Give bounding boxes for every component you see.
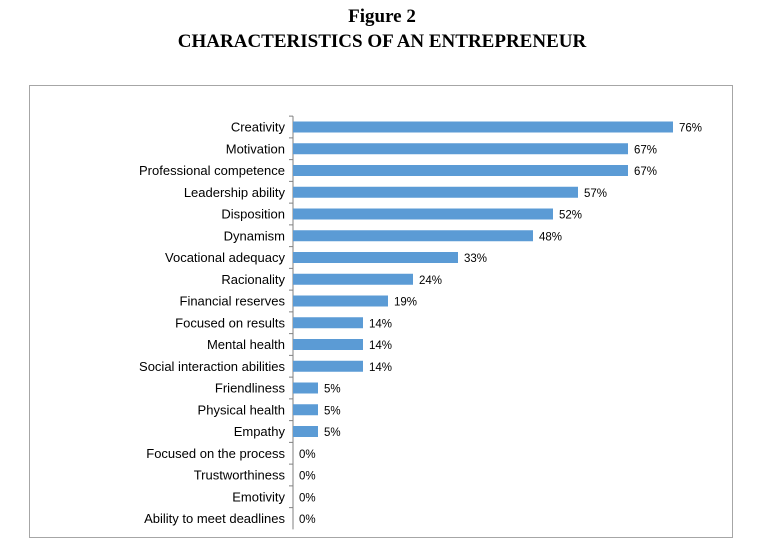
value-label: 5%: [324, 427, 341, 439]
category-label: Financial reserves: [180, 294, 286, 309]
category-label: Friendliness: [215, 381, 286, 396]
bar: [293, 252, 458, 263]
bar: [293, 360, 363, 372]
category-label: Disposition: [221, 207, 285, 222]
value-label: 19%: [394, 297, 417, 309]
bar: [293, 295, 388, 307]
value-label: 5%: [324, 384, 341, 396]
bar-chart: Creativity 76% Motivation 67% Professional c…: [139, 115, 702, 530]
category-label: Focused on the process: [146, 446, 285, 461]
category-label: Vocational adequacy: [165, 250, 285, 265]
bar: [293, 121, 673, 133]
category-label: Physical health: [198, 402, 285, 417]
bar: [293, 382, 318, 394]
value-label: 57%: [584, 188, 607, 200]
value-label: 14%: [369, 340, 392, 352]
value-label: 0%: [299, 449, 316, 461]
value-label: 14%: [369, 318, 392, 330]
bar: [293, 273, 413, 285]
chart-title: CHARACTERISTICS OF AN ENTREPRENEUR: [177, 31, 587, 52]
bar: [293, 208, 553, 220]
bar: [293, 317, 363, 329]
value-label: 33%: [464, 253, 487, 265]
value-label: 67%: [634, 166, 657, 178]
category-label: Trustworthiness: [194, 468, 286, 483]
category-label: Racionality: [221, 272, 285, 287]
value-label: 0%: [299, 471, 316, 483]
bar: [293, 143, 628, 155]
value-label: 24%: [419, 275, 442, 287]
category-label: Emotivity: [232, 489, 285, 504]
bar: [293, 230, 533, 242]
chart-frame: [29, 85, 733, 538]
category-label: Leadership ability: [184, 185, 286, 200]
category-label: Empathy: [234, 424, 286, 439]
category-label: Focused on results: [175, 315, 285, 330]
value-label: 5%: [324, 405, 341, 417]
category-label: Motivation: [226, 141, 285, 156]
value-label: 67%: [634, 144, 657, 156]
bar: [293, 426, 318, 437]
value-label: 76%: [679, 123, 702, 135]
figure-number: Figure 2: [348, 6, 416, 27]
bar: [293, 404, 318, 416]
bar: [293, 339, 363, 350]
bar: [293, 186, 578, 198]
category-label: Professional competence: [139, 163, 285, 178]
category-label: Creativity: [231, 120, 286, 135]
category-label: Mental health: [207, 337, 285, 352]
value-label: 52%: [559, 210, 582, 222]
value-label: 14%: [369, 362, 392, 374]
value-label: 48%: [539, 231, 562, 243]
category-label: Social interaction abilities: [139, 359, 285, 374]
value-label: 0%: [299, 492, 316, 504]
bar: [293, 165, 628, 176]
value-label: 0%: [299, 514, 316, 526]
category-label: Ability to meet deadlines: [144, 511, 285, 526]
category-label: Dynamism: [224, 228, 285, 243]
